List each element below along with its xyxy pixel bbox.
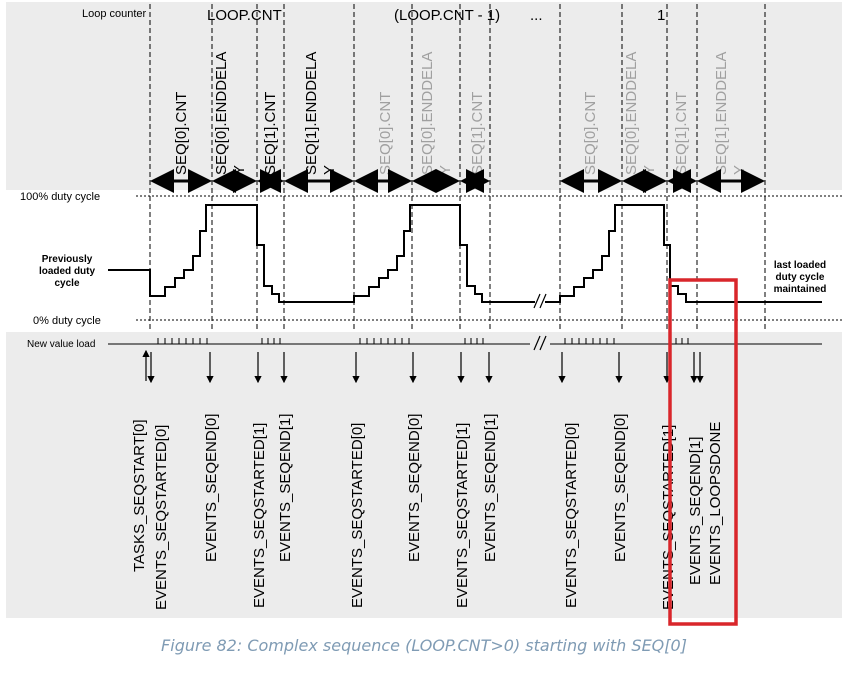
loop-ellipsis: ... [530, 7, 543, 24]
duty-0-label: 0% duty cycle [33, 315, 101, 327]
svg-text:Y: Y [321, 165, 338, 175]
break-marks [533, 293, 547, 351]
loop-one-label: 1 [657, 7, 665, 24]
svg-text:cycle: cycle [54, 278, 79, 289]
svg-text:SEQ[1].CNT: SEQ[1].CNT [262, 92, 279, 175]
svg-text:Previously: Previously [42, 254, 93, 265]
seq-label: SEQ[0].CNT [173, 92, 190, 175]
figure-caption: Figure 82: Complex sequence (LOOP.CNT>0)… [161, 636, 687, 655]
seq-label-faded: SEQ[1].CNT [673, 92, 690, 175]
svg-text:duty cycle: duty cycle [776, 272, 825, 283]
svg-text:SEQ[0].ENDDELA: SEQ[0].ENDDELA [623, 52, 640, 175]
top-panel [6, 2, 842, 190]
duty-waveform [108, 204, 535, 303]
event-label: EVENTS_SEQSTARTED[1] [454, 423, 471, 608]
event-arrows [142, 349, 704, 384]
loop-counter-label: Loop counter [82, 8, 147, 20]
svg-text:maintained: maintained [774, 284, 827, 295]
seq-label-faded: SEQ[0].CNT [377, 92, 394, 175]
svg-text:last loaded: last loaded [774, 260, 826, 271]
loop-cnt-minus1-label: (LOOP.CNT - 1) [394, 7, 500, 24]
svg-text:loaded duty: loaded duty [39, 266, 96, 277]
svg-text:Y: Y [641, 165, 658, 175]
event-label: EVENTS_LOOPSDONE [707, 422, 724, 585]
event-labels: TASKS_SEQSTART[0] EVENTS_SEQSTARTED[0] E… [131, 414, 724, 610]
svg-text:SEQ[1].CNT: SEQ[1].CNT [469, 92, 486, 175]
event-label: EVENTS_SEQEND[0] [612, 414, 629, 562]
svg-text:SEQ[1].ENDDELA: SEQ[1].ENDDELA [303, 52, 320, 175]
event-label: EVENTS_SEQSTARTED[0] [153, 425, 170, 610]
svg-text:Y: Y [437, 165, 454, 175]
svg-text:SEQ[0].CNT: SEQ[0].CNT [173, 92, 190, 175]
svg-text:SEQ[0].ENDDELA: SEQ[0].ENDDELA [213, 52, 230, 175]
svg-text:SEQ[1].ENDDELA: SEQ[1].ENDDELA [713, 52, 730, 175]
seq-label: SEQ[1].CNT [262, 92, 279, 175]
seq-label-faded: SEQ[0].CNT [582, 92, 599, 175]
event-label: EVENTS_SEQSTARTED[1] [251, 423, 268, 608]
previous-duty-label: Previously loaded duty cycle [39, 254, 96, 289]
event-label: EVENTS_SEQEND[1] [687, 437, 704, 585]
event-label: EVENTS_SEQEND[0] [406, 414, 423, 562]
dashed-separators [149, 4, 766, 330]
event-label: EVENTS_SEQEND[1] [277, 414, 294, 562]
load-ticks [157, 338, 689, 344]
event-label: EVENTS_SEQEND[0] [203, 414, 220, 562]
svg-text:SEQ[0].ENDDELA: SEQ[0].ENDDELA [419, 52, 436, 175]
event-label: TASKS_SEQSTART[0] [131, 419, 148, 572]
svg-text:SEQ[0].CNT: SEQ[0].CNT [582, 92, 599, 175]
svg-text:SEQ[1].CNT: SEQ[1].CNT [673, 92, 690, 175]
svg-text:Y: Y [231, 165, 248, 175]
new-value-load-label: New value load [27, 339, 95, 350]
seq-label-faded: SEQ[1].CNT [469, 92, 486, 175]
last-duty-label: last loaded duty cycle maintained [774, 260, 827, 295]
svg-text:Y: Y [731, 165, 748, 175]
svg-text:SEQ[0].CNT: SEQ[0].CNT [377, 92, 394, 175]
event-label: EVENTS_SEQSTARTED[0] [349, 423, 366, 608]
duty-100-label: 100% duty cycle [20, 191, 100, 203]
event-label: EVENTS_SEQSTARTED[0] [563, 423, 580, 608]
loop-cnt-label: LOOP.CNT [207, 7, 282, 24]
duty-waveform-2 [545, 204, 822, 303]
event-label: EVENTS_SEQEND[1] [482, 414, 499, 562]
highlight-box [668, 278, 738, 626]
